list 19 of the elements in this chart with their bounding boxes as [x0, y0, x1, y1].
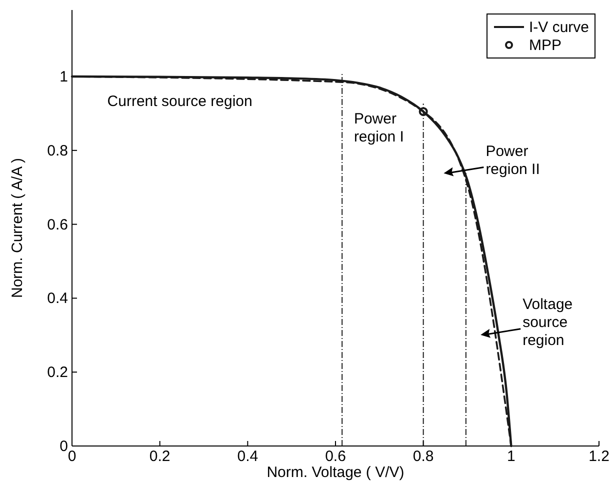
y-tick-label: 0.6	[47, 216, 68, 234]
y-tick-label: 0.4	[47, 290, 68, 308]
y-tick-label: 0.2	[47, 364, 68, 382]
y-axis-title: Norm. Current ( A/A )	[9, 158, 26, 298]
x-tick-label: 0.6	[325, 448, 346, 465]
y-tick-label: 1	[60, 68, 68, 86]
x-tick-label: 0.2	[149, 448, 170, 465]
x-tick-label: 0.4	[237, 448, 258, 465]
x-axis-title: Norm. Voltage ( V/V)	[266, 464, 404, 481]
x-tick-label: 0.8	[412, 448, 434, 465]
annotation: Power region I	[354, 110, 404, 146]
annotation: Current source region	[107, 92, 252, 110]
annotation: Power region II	[486, 143, 540, 178]
annotation: Voltage source region	[522, 296, 573, 349]
x-tick-label: 1.2	[588, 448, 610, 465]
legend-label: MPP	[529, 37, 562, 54]
x-tick-label: 1	[506, 448, 516, 465]
y-tick-label: 0.8	[47, 142, 68, 160]
legend-label: I-V curve	[529, 19, 590, 36]
